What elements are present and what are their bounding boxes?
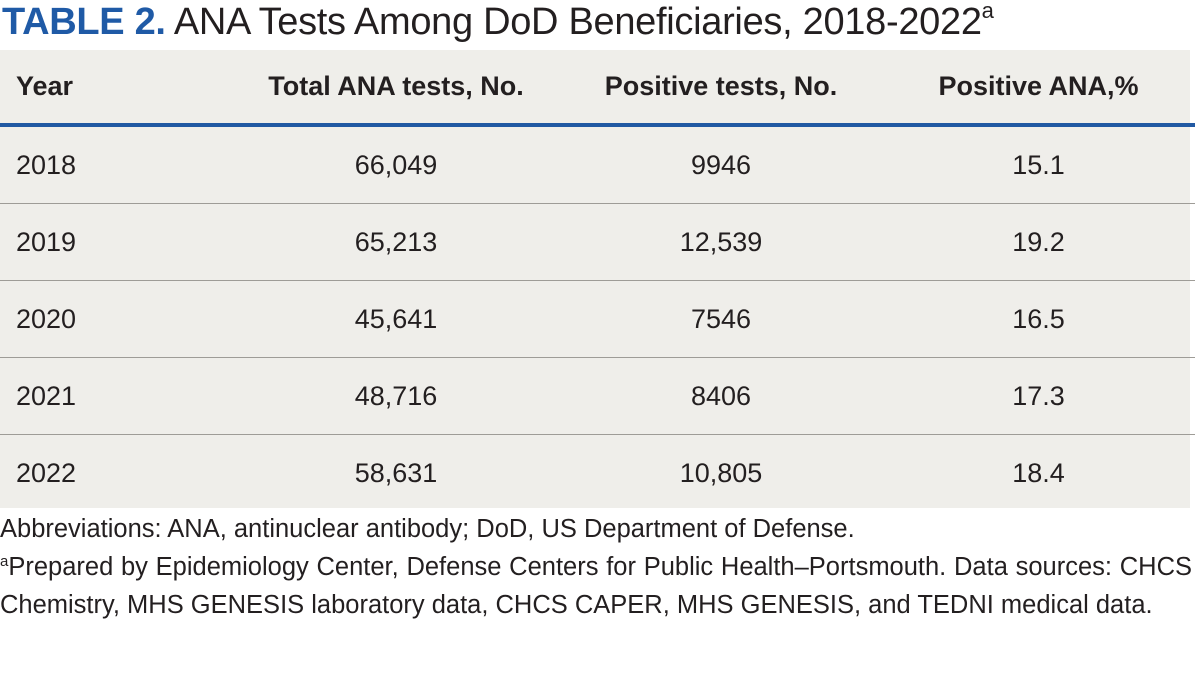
cell-positive-percent: 15.1 bbox=[871, 125, 1195, 204]
table-title: TABLE 2. ANA Tests Among DoD Beneficiari… bbox=[2, 0, 994, 48]
cell-positive-tests: 8406 bbox=[571, 357, 871, 435]
cell-total-tests: 58,631 bbox=[354, 457, 438, 488]
cell-positive-percent: 16.5 bbox=[871, 280, 1195, 358]
cell-total-tests: 48,716 bbox=[221, 357, 571, 435]
source-note: aPrepared by Epidemiology Center, Defens… bbox=[0, 548, 1192, 624]
cell-year: 2020 bbox=[0, 280, 221, 358]
header-positive-percent: Positive ANA,% bbox=[871, 50, 1195, 127]
table-footnotes: Abbreviations: ANA, antinuclear antibody… bbox=[0, 510, 1192, 624]
cell-positive-tests: 12,539 bbox=[571, 203, 871, 281]
cell-year: 2018 bbox=[0, 125, 221, 204]
table-row: 2020 45,641 7546 16.5 bbox=[0, 280, 1195, 358]
cell-total-tests: 45,641 bbox=[221, 280, 571, 358]
table-header-row: Year Total ANA tests, No. Positive tests… bbox=[0, 50, 1195, 127]
cell-positive-percent: 19.2 bbox=[871, 203, 1195, 281]
header-total-tests: Total ANA tests, No. bbox=[221, 50, 571, 127]
cell-year: 2022 bbox=[16, 457, 77, 488]
cell-year: 2019 bbox=[0, 203, 221, 281]
ana-tests-table: Year Total ANA tests, No. Positive tests… bbox=[0, 50, 1195, 511]
cell-total-tests: 65,213 bbox=[221, 203, 571, 281]
table-row: 2018 66,049 9946 15.1 bbox=[0, 125, 1195, 204]
table-row: 2021 48,716 8406 17.3 bbox=[0, 357, 1195, 435]
cell-year: 2021 bbox=[0, 357, 221, 435]
cell-positive-percent: 17.3 bbox=[871, 357, 1195, 435]
cell-positive-percent: 18.4 bbox=[1012, 457, 1065, 488]
table-row: 2019 65,213 12,539 19.2 bbox=[0, 203, 1195, 281]
abbreviations-note: Abbreviations: ANA, antinuclear antibody… bbox=[0, 515, 855, 543]
cell-positive-tests: 7546 bbox=[571, 280, 871, 358]
header-positive-tests: Positive tests, No. bbox=[571, 50, 871, 127]
title-footnote-marker: a bbox=[981, 0, 994, 23]
source-note-text: Prepared by Epidemiology Center, Defense… bbox=[0, 553, 1192, 619]
cell-positive-tests: 10,805 bbox=[679, 457, 763, 488]
header-year: Year bbox=[0, 50, 221, 127]
data-table-container: Year Total ANA tests, No. Positive tests… bbox=[0, 50, 1195, 508]
cell-total-tests: 66,049 bbox=[221, 125, 571, 204]
table-row: 2022 58,631 10,805 18.4 bbox=[0, 435, 1195, 512]
source-footnote-marker: a bbox=[0, 553, 9, 570]
table-label: TABLE 2. bbox=[2, 1, 166, 43]
table-title-text: ANA Tests Among DoD Beneficiaries, 2018-… bbox=[173, 1, 982, 43]
cell-positive-tests: 9946 bbox=[571, 125, 871, 204]
